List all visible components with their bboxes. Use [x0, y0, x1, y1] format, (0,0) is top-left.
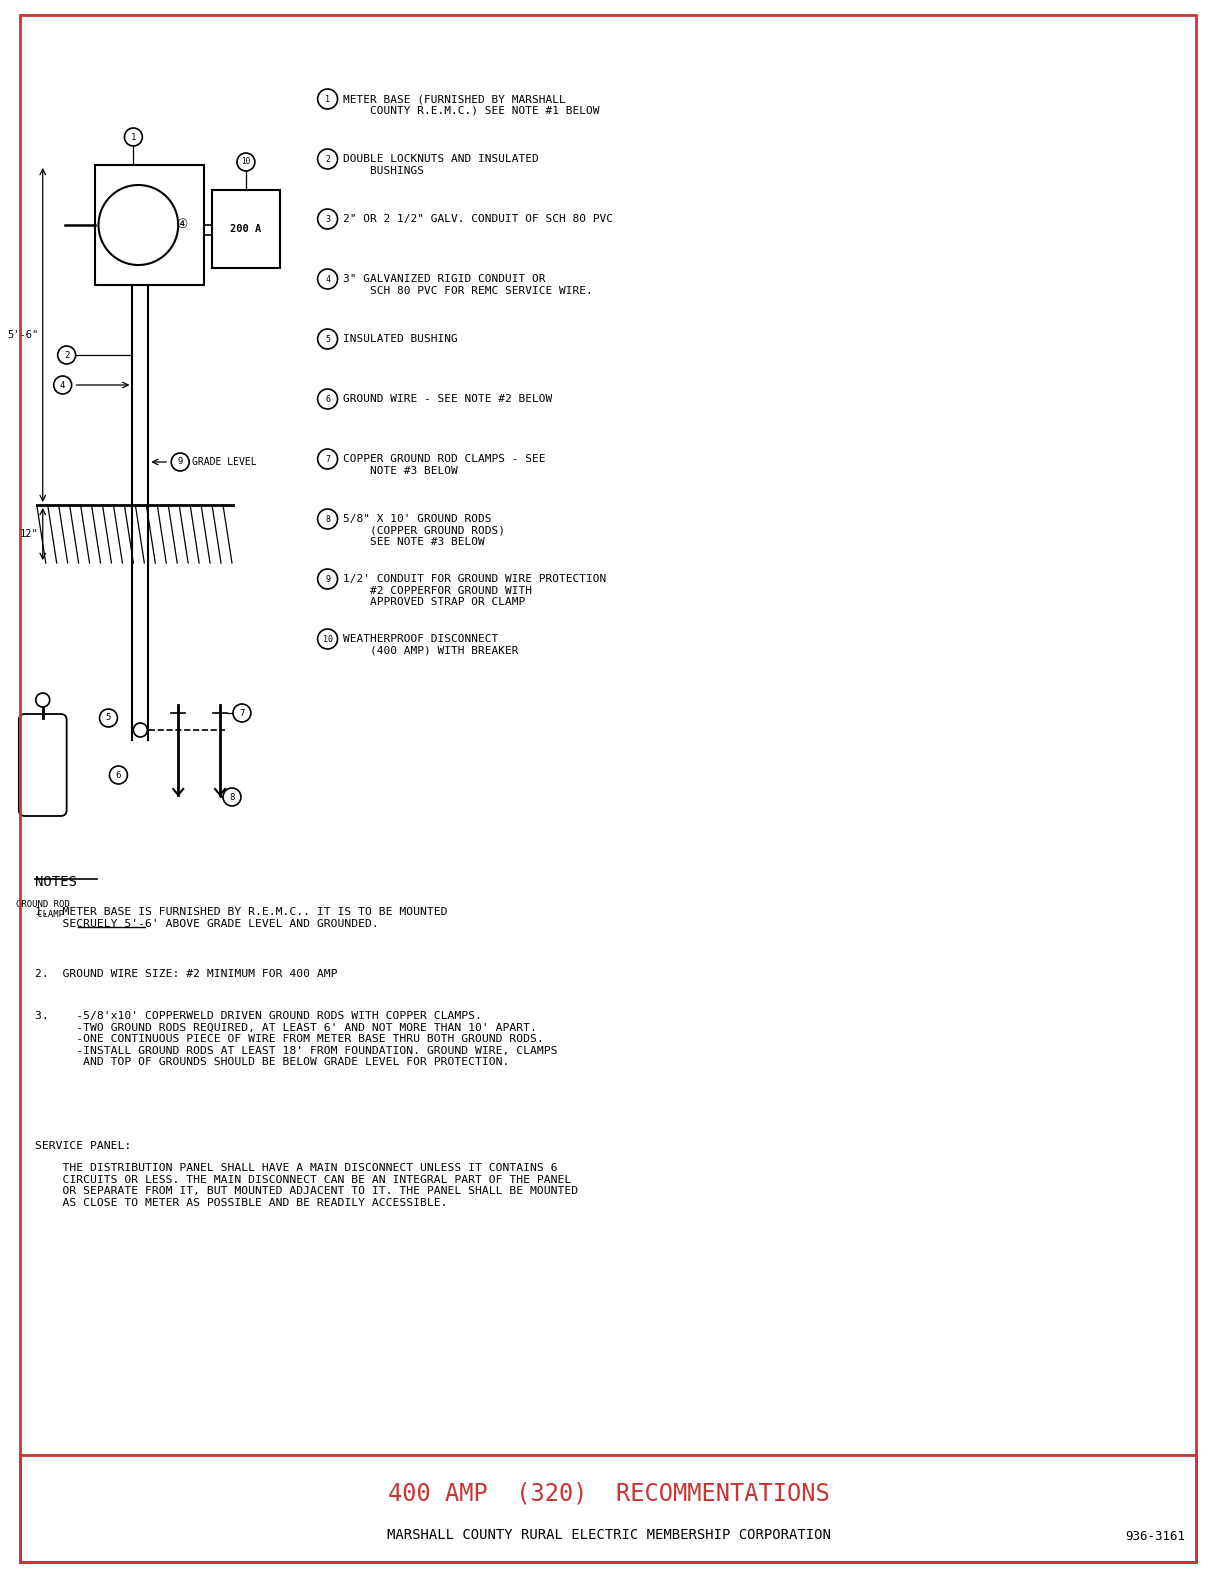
Text: 2" OR 2 1/2" GALV. CONDUIT OF SCH 80 PVC: 2" OR 2 1/2" GALV. CONDUIT OF SCH 80 PVC: [343, 214, 613, 224]
Text: GROUND WIRE - SEE NOTE #2 BELOW: GROUND WIRE - SEE NOTE #2 BELOW: [343, 394, 552, 404]
Text: 400 AMP  (320)  RECOMMENTATIONS: 400 AMP (320) RECOMMENTATIONS: [388, 1481, 830, 1504]
Circle shape: [109, 766, 127, 784]
Circle shape: [317, 509, 338, 528]
Circle shape: [133, 722, 148, 736]
Circle shape: [317, 569, 338, 588]
Circle shape: [58, 345, 75, 364]
Text: 8: 8: [325, 514, 331, 524]
Text: 9: 9: [178, 457, 183, 467]
Text: 1.  METER BASE IS FURNISHED BY R.E.M.C.. IT IS TO BE MOUNTED
    SECRUELY 5'-6' : 1. METER BASE IS FURNISHED BY R.E.M.C.. …: [35, 907, 447, 929]
Circle shape: [317, 148, 338, 169]
Text: SERVICE PANEL:: SERVICE PANEL:: [35, 1142, 131, 1151]
Circle shape: [233, 703, 251, 722]
Text: MARSHALL COUNTY RURAL ELECTRIC MEMBERSHIP CORPORATION: MARSHALL COUNTY RURAL ELECTRIC MEMBERSHI…: [386, 1528, 831, 1542]
Text: NOTES: NOTES: [35, 875, 76, 889]
Text: 12": 12": [21, 528, 39, 539]
Text: 7: 7: [240, 708, 245, 718]
Text: 5/8" X 10' GROUND RODS
    (COPPER GROUND RODS)
    SEE NOTE #3 BELOW: 5/8" X 10' GROUND RODS (COPPER GROUND RO…: [343, 514, 505, 547]
Text: 200 A: 200 A: [230, 224, 262, 233]
Text: 3.    -5/8'x10' COPPERWELD DRIVEN GROUND RODS WITH COPPER CLAMPS.
      -TWO GRO: 3. -5/8'x10' COPPERWELD DRIVEN GROUND RO…: [35, 1011, 557, 1068]
Circle shape: [99, 710, 117, 727]
Circle shape: [237, 153, 254, 170]
Text: ④: ④: [177, 219, 188, 232]
Text: 10: 10: [322, 634, 333, 643]
Text: 7: 7: [325, 454, 331, 464]
Circle shape: [53, 375, 71, 394]
Text: WEATHERPROOF DISCONNECT
    (400 AMP) WITH BREAKER: WEATHERPROOF DISCONNECT (400 AMP) WITH B…: [343, 634, 518, 656]
Text: INSULATED BUSHING: INSULATED BUSHING: [343, 334, 458, 344]
Text: 936-3161: 936-3161: [1125, 1531, 1186, 1544]
Circle shape: [317, 210, 338, 229]
Text: 2: 2: [64, 350, 69, 360]
Text: 5: 5: [105, 713, 111, 722]
Circle shape: [317, 330, 338, 349]
Circle shape: [98, 185, 178, 265]
Circle shape: [317, 449, 338, 468]
Text: 3: 3: [325, 214, 331, 224]
Circle shape: [317, 629, 338, 650]
Text: GROUND ROD
   CLAMP: GROUND ROD CLAMP: [16, 900, 69, 919]
Bar: [19, 1456, 1196, 1561]
Circle shape: [317, 390, 338, 408]
FancyBboxPatch shape: [19, 714, 67, 815]
Bar: [212, 189, 280, 268]
Text: 2: 2: [325, 155, 331, 164]
Text: 2.  GROUND WIRE SIZE: #2 MINIMUM FOR 400 AMP: 2. GROUND WIRE SIZE: #2 MINIMUM FOR 400 …: [35, 968, 338, 979]
Text: 1/2' CONDUIT FOR GROUND WIRE PROTECTION
    #2 COPPERFOR GROUND WITH
    APPROVE: 1/2' CONDUIT FOR GROUND WIRE PROTECTION …: [343, 574, 606, 607]
Circle shape: [317, 270, 338, 289]
Circle shape: [223, 788, 241, 806]
Text: 9: 9: [325, 574, 331, 583]
Text: THE DISTRIBUTION PANEL SHALL HAVE A MAIN DISCONNECT UNLESS IT CONTAINS 6
    CIR: THE DISTRIBUTION PANEL SHALL HAVE A MAIN…: [35, 1162, 578, 1208]
Text: 5: 5: [325, 334, 331, 344]
Circle shape: [317, 88, 338, 109]
Text: 1: 1: [325, 95, 331, 104]
Text: 8: 8: [229, 793, 235, 801]
Text: 3" GALVANIZED RIGID CONDUIT OR
    SCH 80 PVC FOR REMC SERVICE WIRE.: 3" GALVANIZED RIGID CONDUIT OR SCH 80 PV…: [343, 274, 592, 295]
Text: METER BASE (FURNISHED BY MARSHALL
    COUNTY R.E.M.C.) SEE NOTE #1 BELOW: METER BASE (FURNISHED BY MARSHALL COUNTY…: [343, 95, 599, 115]
Text: GRADE LEVEL: GRADE LEVEL: [193, 457, 257, 467]
Text: 4: 4: [61, 380, 65, 390]
Bar: [94, 166, 205, 285]
Circle shape: [171, 453, 189, 472]
Text: 4: 4: [325, 274, 331, 284]
Circle shape: [125, 128, 143, 147]
Text: 10: 10: [241, 158, 251, 167]
Text: 6: 6: [116, 771, 121, 779]
Text: 5'-6": 5'-6": [7, 330, 39, 341]
Text: DOUBLE LOCKNUTS AND INSULATED
    BUSHINGS: DOUBLE LOCKNUTS AND INSULATED BUSHINGS: [343, 155, 538, 175]
Text: 1: 1: [131, 132, 136, 142]
Text: 6: 6: [325, 394, 331, 404]
Text: COPPER GROUND ROD CLAMPS - SEE
    NOTE #3 BELOW: COPPER GROUND ROD CLAMPS - SEE NOTE #3 B…: [343, 454, 545, 476]
Circle shape: [36, 692, 50, 706]
